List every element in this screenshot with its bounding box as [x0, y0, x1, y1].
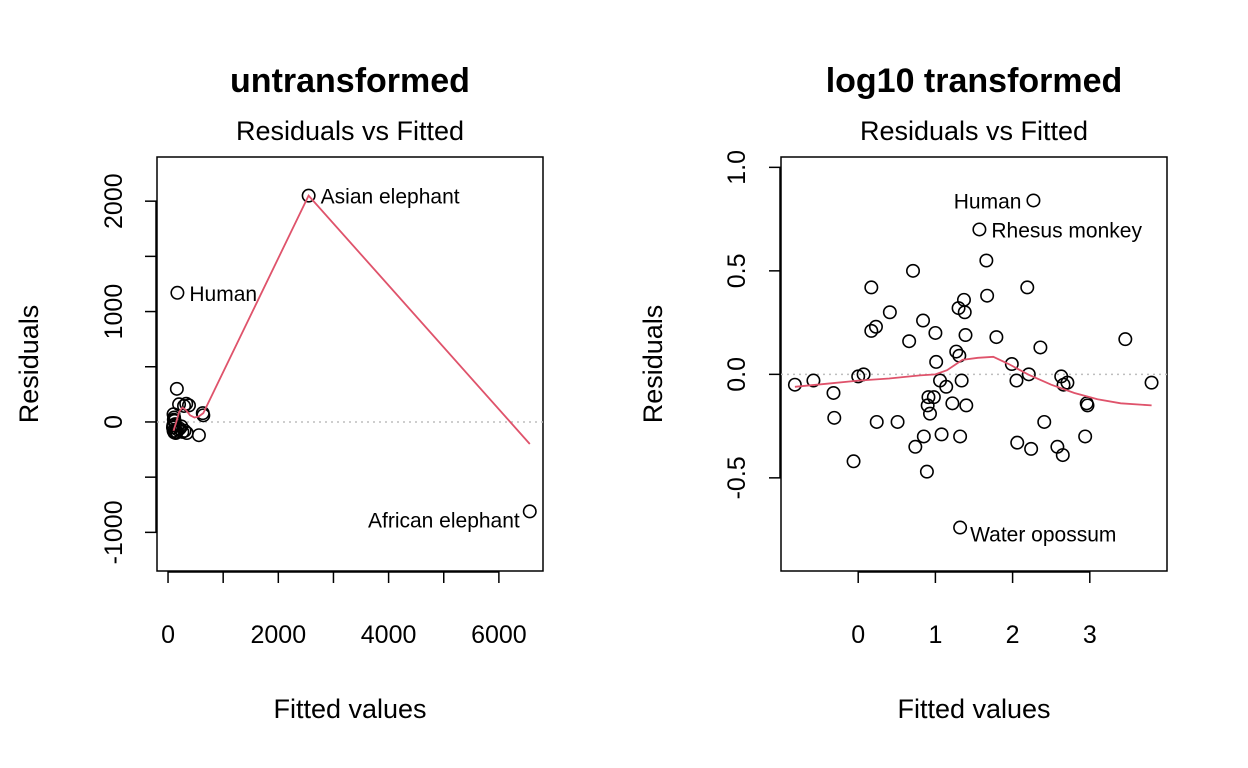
x-tick-label: 1	[928, 621, 942, 649]
y-tick-label: 0.0	[723, 357, 751, 392]
data-point	[926, 390, 941, 405]
data-point	[928, 325, 943, 340]
data-point	[1024, 441, 1039, 456]
y-axis-label: Residuals	[14, 305, 44, 424]
data-point	[1021, 367, 1036, 382]
data-point	[954, 373, 969, 388]
data-point	[196, 408, 211, 423]
data-point	[806, 373, 821, 388]
data-point	[522, 504, 537, 519]
data-point	[939, 379, 954, 394]
data-point	[1118, 332, 1133, 347]
data-point	[169, 381, 184, 396]
data-point	[957, 305, 972, 320]
point-label: Human	[189, 283, 257, 306]
chart-title: untransformed	[230, 62, 470, 100]
data-point	[1033, 340, 1048, 355]
data-point	[191, 428, 206, 443]
smooth-line	[172, 193, 531, 445]
panel-untransformed: untransformed Residuals vs Fitted Fitted v…	[14, 62, 544, 724]
data-point	[301, 188, 316, 203]
x-tick-label: 3	[1083, 621, 1097, 649]
chart-title: log10 transformed	[826, 62, 1123, 100]
y-axis-label: Residuals	[638, 305, 668, 424]
panel-log10-transformed: log10 transformed Residuals vs Fitted Fitt…	[638, 62, 1168, 724]
data-point	[1080, 398, 1095, 413]
data-point	[177, 398, 192, 413]
data-point	[826, 385, 841, 400]
data-point	[1009, 373, 1024, 388]
data-point	[177, 423, 192, 438]
data-point	[916, 313, 931, 328]
data-point	[919, 464, 934, 479]
y-tick-label: 1.0	[723, 150, 751, 185]
data-point	[827, 410, 842, 425]
data-point	[882, 305, 897, 320]
data-point	[906, 263, 921, 278]
data-point	[1026, 193, 1041, 208]
plot-frame	[156, 156, 544, 572]
data-point	[959, 398, 974, 413]
data-point	[934, 427, 949, 442]
x-axis-label: Fitted values	[897, 694, 1050, 724]
plot-frame	[780, 156, 1168, 572]
data-point	[1060, 375, 1075, 390]
x-axis-label: Fitted values	[273, 694, 426, 724]
data-point	[980, 288, 995, 303]
y-tick-label: 2000	[100, 173, 128, 229]
data-point	[953, 429, 968, 444]
point-label: Human	[954, 190, 1022, 213]
data-point	[1144, 375, 1159, 390]
x-tick-label: 0	[851, 621, 865, 649]
y-tick-label: -1000	[100, 500, 128, 564]
data-point	[1037, 414, 1052, 429]
point-label: Rhesus monkey	[991, 219, 1142, 242]
data-point	[1004, 356, 1019, 371]
data-point	[953, 520, 968, 535]
data-point	[787, 377, 802, 392]
data-point	[902, 334, 917, 349]
data-point	[869, 414, 884, 429]
data-point	[945, 396, 960, 411]
data-point	[949, 344, 964, 359]
data-point	[989, 330, 1004, 345]
point-label: African elephant	[368, 509, 520, 532]
data-point	[166, 418, 181, 433]
x-tick-label: 2000	[251, 621, 307, 649]
smooth-line	[794, 355, 1152, 407]
data-point	[1055, 448, 1070, 463]
x-tick-label: 6000	[471, 621, 527, 649]
data-point	[972, 222, 987, 237]
data-point	[166, 412, 181, 427]
x-tick-label: 4000	[361, 621, 417, 649]
chart-subtitle: Residuals vs Fitted	[236, 116, 464, 146]
data-point	[908, 439, 923, 454]
data-point	[864, 323, 879, 338]
data-point	[929, 354, 944, 369]
data-point	[890, 414, 905, 429]
data-point	[1078, 429, 1093, 444]
data-point	[922, 406, 937, 421]
x-tick-label: 2	[1006, 621, 1020, 649]
data-point	[1010, 435, 1025, 450]
chart-subtitle: Residuals vs Fitted	[860, 116, 1088, 146]
y-tick-label: 0.5	[723, 253, 751, 288]
data-point	[181, 398, 196, 413]
x-tick-label: 0	[161, 621, 175, 649]
y-tick-label: -0.5	[723, 456, 751, 499]
data-point	[979, 253, 994, 268]
data-point	[170, 285, 185, 300]
data-point	[1020, 280, 1035, 295]
y-tick-label: 1000	[100, 284, 128, 340]
data-point	[958, 328, 973, 343]
point-label: Asian elephant	[321, 186, 460, 209]
data-point	[846, 454, 861, 469]
y-tick-label: 0	[100, 415, 128, 429]
data-point	[864, 280, 879, 295]
data-point	[868, 319, 883, 334]
data-point	[916, 429, 931, 444]
point-label: Water opossum	[970, 524, 1116, 547]
data-point	[921, 390, 936, 405]
